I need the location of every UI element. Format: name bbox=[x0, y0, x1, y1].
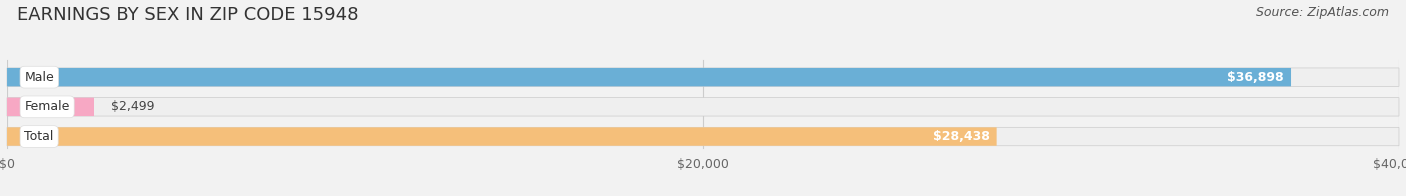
Text: $2,499: $2,499 bbox=[111, 100, 155, 113]
Text: EARNINGS BY SEX IN ZIP CODE 15948: EARNINGS BY SEX IN ZIP CODE 15948 bbox=[17, 6, 359, 24]
Text: Source: ZipAtlas.com: Source: ZipAtlas.com bbox=[1256, 6, 1389, 19]
FancyBboxPatch shape bbox=[7, 68, 1291, 86]
Text: Female: Female bbox=[24, 100, 70, 113]
FancyBboxPatch shape bbox=[7, 98, 1399, 116]
Text: Male: Male bbox=[24, 71, 55, 84]
FancyBboxPatch shape bbox=[7, 98, 94, 116]
FancyBboxPatch shape bbox=[7, 127, 997, 146]
Text: $36,898: $36,898 bbox=[1227, 71, 1284, 84]
Text: $28,438: $28,438 bbox=[932, 130, 990, 143]
Text: Total: Total bbox=[24, 130, 53, 143]
FancyBboxPatch shape bbox=[7, 127, 1399, 146]
FancyBboxPatch shape bbox=[7, 68, 1399, 86]
